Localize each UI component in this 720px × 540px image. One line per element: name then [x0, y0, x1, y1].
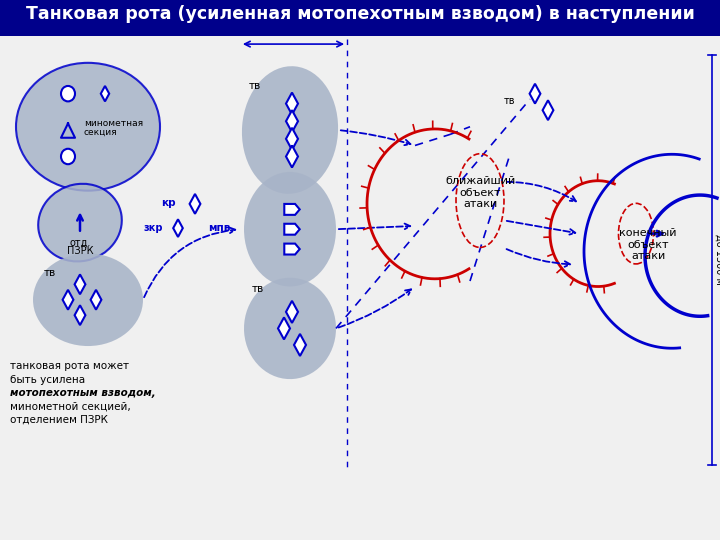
Text: 1,5 - 2 км: 1,5 - 2 км: [269, 25, 317, 35]
Polygon shape: [284, 244, 300, 254]
Polygon shape: [284, 204, 300, 215]
Circle shape: [61, 149, 75, 164]
Polygon shape: [286, 128, 298, 150]
Text: 3– 4 км: 3– 4 км: [505, 8, 541, 18]
Polygon shape: [75, 274, 86, 294]
Text: тв: тв: [504, 96, 516, 106]
Text: конечный
объект
атаки: конечный объект атаки: [619, 228, 677, 261]
Circle shape: [61, 86, 75, 102]
Polygon shape: [286, 92, 298, 114]
Ellipse shape: [242, 66, 338, 194]
Text: ПЗРК: ПЗРК: [67, 246, 94, 256]
Text: тв: тв: [252, 284, 264, 294]
Text: ближайший
объект
атаки: ближайший объект атаки: [445, 176, 515, 210]
Polygon shape: [286, 145, 298, 167]
Polygon shape: [286, 110, 298, 132]
Polygon shape: [101, 86, 109, 102]
Text: отд.: отд.: [69, 238, 91, 248]
Text: тв: тв: [44, 268, 56, 278]
Polygon shape: [75, 305, 86, 325]
Ellipse shape: [38, 184, 122, 261]
Polygon shape: [543, 100, 554, 120]
Text: отделением ПЗРК: отделением ПЗРК: [10, 414, 108, 424]
Ellipse shape: [33, 253, 143, 346]
Polygon shape: [174, 219, 183, 237]
Text: мотопехотным взводом,: мотопехотным взводом,: [10, 388, 156, 398]
Text: тв: тв: [249, 81, 261, 91]
Polygon shape: [286, 301, 298, 323]
Text: до 1500 м: до 1500 м: [714, 233, 720, 285]
Text: минометной секцией,: минометной секцией,: [10, 401, 131, 411]
Bar: [0, 0, 720, 36]
Polygon shape: [189, 194, 200, 214]
Text: до 800 м: до 800 м: [155, 8, 199, 18]
Text: зкр: зкр: [143, 223, 163, 233]
Polygon shape: [284, 224, 300, 235]
Text: танковая рота может: танковая рота может: [10, 361, 129, 372]
Text: кр: кр: [161, 198, 175, 208]
Polygon shape: [294, 334, 306, 356]
Ellipse shape: [244, 278, 336, 379]
Text: секция: секция: [84, 128, 117, 137]
Ellipse shape: [244, 172, 336, 287]
Text: мпв: мпв: [208, 223, 230, 233]
Text: минометная: минометная: [84, 119, 143, 128]
Polygon shape: [91, 290, 102, 309]
Text: Танковая рота (усиленная мотопехотным взводом) в наступлении: Танковая рота (усиленная мотопехотным вз…: [26, 5, 694, 23]
Polygon shape: [278, 318, 290, 340]
Polygon shape: [63, 290, 73, 309]
Polygon shape: [530, 84, 541, 104]
Text: быть усилена: быть усилена: [10, 375, 85, 384]
Ellipse shape: [16, 63, 160, 191]
